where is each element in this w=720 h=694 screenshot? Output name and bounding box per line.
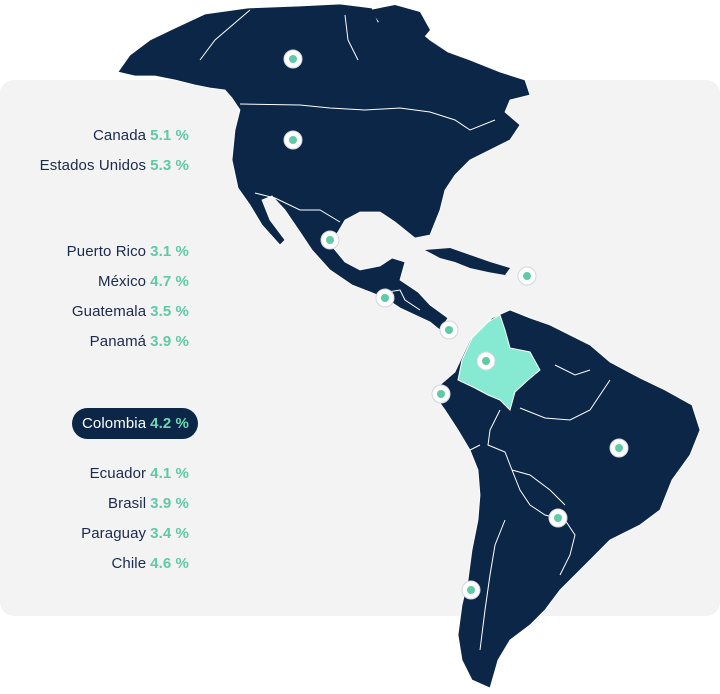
- country-value: 4.2 %: [150, 415, 189, 432]
- country-name: Ecuador: [89, 465, 147, 482]
- marker-usa: [283, 130, 303, 150]
- country-name: Canada: [92, 127, 147, 144]
- country-label-chile[interactable]: Chile 4.6 %: [111, 555, 189, 572]
- marker-chile: [461, 580, 481, 600]
- country-label-panama[interactable]: Panamá 3.9 %: [90, 333, 189, 350]
- country-name: Brasil: [108, 495, 147, 512]
- south-america-landmass: [431, 309, 701, 689]
- country-value: 3.1 %: [150, 243, 189, 260]
- country-value: 3.9 %: [150, 495, 189, 512]
- caribbean-islands: [425, 248, 510, 275]
- country-label-ecuador[interactable]: Ecuador 4.1 %: [90, 465, 189, 482]
- country-name: México: [98, 273, 147, 290]
- marker-colombia: [476, 351, 496, 371]
- country-value: 4.1 %: [150, 465, 189, 482]
- marker-panama: [439, 320, 459, 340]
- country-value: 4.6 %: [150, 555, 189, 572]
- country-value: 3.9 %: [150, 333, 189, 350]
- country-label-estados-unidos[interactable]: Estados Unidos 5.3 %: [40, 157, 189, 174]
- country-value: 4.7 %: [150, 273, 189, 290]
- arctic-islands: [370, 5, 430, 42]
- marker-guatemala: [375, 288, 395, 308]
- marker-brasil: [609, 438, 629, 458]
- map-markers: [283, 49, 629, 600]
- country-label-guatemala[interactable]: Guatemala 3.5 %: [72, 303, 189, 320]
- country-name: Puerto Rico: [66, 243, 147, 260]
- country-label-canada[interactable]: Canada 5.1 %: [93, 127, 189, 144]
- country-borders-south: [469, 364, 611, 651]
- marker-ecuador: [431, 384, 451, 404]
- country-label-brasil[interactable]: Brasil 3.9 %: [108, 495, 189, 512]
- country-label-mexico[interactable]: México 4.7 %: [98, 273, 189, 290]
- country-borders-north: [199, 9, 496, 311]
- country-name: Estados Unidos: [39, 157, 147, 174]
- country-label-paraguay[interactable]: Paraguay 3.4 %: [81, 525, 189, 542]
- country-value: 5.3 %: [150, 157, 189, 174]
- marker-mexico: [320, 230, 340, 250]
- country-label-colombia-selected[interactable]: Colombia 4.2 %: [71, 408, 198, 439]
- country-value: 3.5 %: [150, 303, 189, 320]
- country-value: 5.1 %: [150, 127, 189, 144]
- country-name: Chile: [111, 555, 147, 572]
- colombia-shape: [457, 314, 541, 411]
- country-name: Guatemala: [71, 303, 147, 320]
- country-value: 3.4 %: [150, 525, 189, 542]
- country-name: Panamá: [89, 333, 147, 350]
- country-name: Paraguay: [81, 525, 147, 542]
- marker-paraguay: [548, 508, 568, 528]
- country-name: Colombia: [81, 415, 147, 432]
- marker-puerto-rico: [517, 266, 537, 286]
- country-label-puerto-rico[interactable]: Puerto Rico 3.1 %: [67, 243, 189, 260]
- marker-canada: [283, 49, 303, 69]
